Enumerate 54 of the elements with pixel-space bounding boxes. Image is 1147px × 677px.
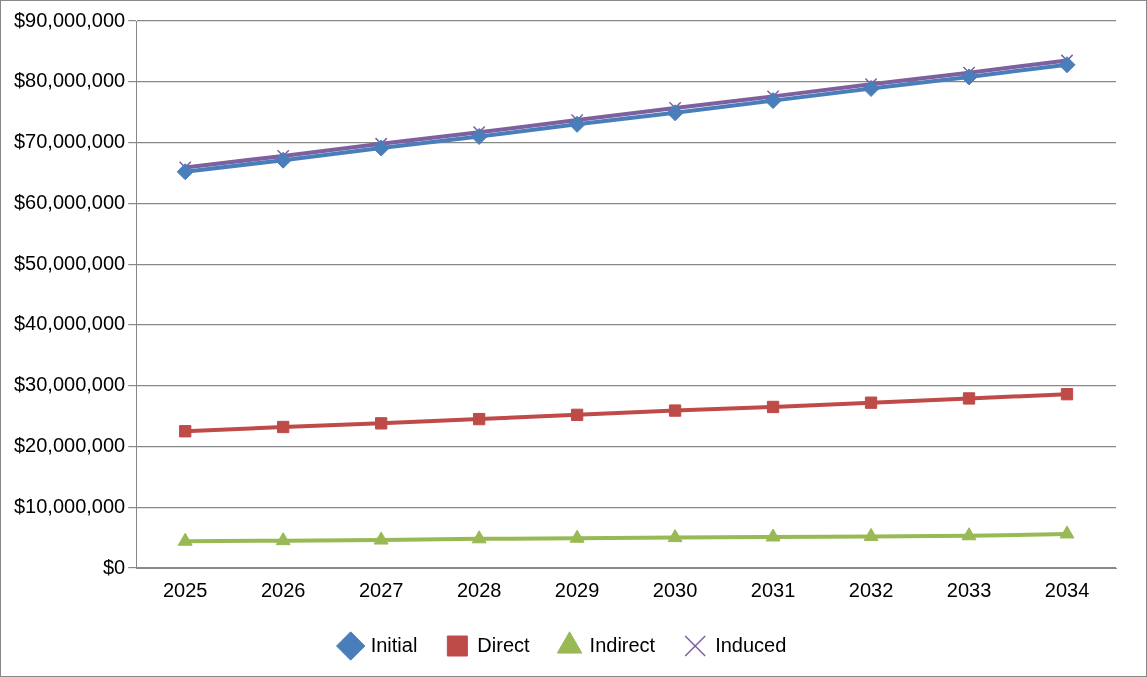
- y-tick-label: $20,000,000: [13, 433, 126, 456]
- point: [471, 530, 487, 544]
- point: [472, 412, 486, 426]
- point: [569, 529, 585, 543]
- point: [570, 408, 584, 421]
- x-tick-label: 2026: [260, 578, 306, 601]
- y-tick-label: $70,000,000: [13, 130, 126, 153]
- point: [179, 425, 192, 438]
- x-tick-label: 2025: [162, 578, 208, 601]
- x-tick-label: 2031: [750, 578, 796, 601]
- point: [1058, 56, 1076, 74]
- y-tick-label: $90,000,000: [13, 8, 126, 31]
- point: [568, 115, 586, 133]
- y-tick-label: $10,000,000: [13, 494, 126, 517]
- point: [1059, 525, 1075, 539]
- point: [274, 151, 292, 169]
- point: [864, 396, 878, 409]
- point: [862, 79, 880, 97]
- point: [176, 163, 194, 181]
- point: [373, 531, 389, 545]
- legend-label: Initial: [370, 633, 418, 656]
- legend-label: Direct: [477, 633, 531, 656]
- point: [668, 404, 682, 417]
- point: [275, 532, 291, 546]
- x-tick-label: 2034: [1044, 578, 1090, 601]
- point: [375, 417, 388, 430]
- point: [962, 392, 976, 405]
- point: [470, 127, 488, 145]
- x-tick-label: 2029: [554, 578, 600, 601]
- point: [764, 92, 782, 110]
- point: [961, 527, 977, 541]
- y-tick-label: $50,000,000: [13, 251, 126, 274]
- x-tick-label: 2030: [652, 578, 698, 601]
- point: [177, 532, 193, 546]
- x-tick-label: 2032: [848, 578, 894, 601]
- point: [765, 528, 781, 542]
- x-tick-label: 2028: [456, 578, 502, 601]
- point: [372, 139, 390, 157]
- point: [960, 68, 978, 86]
- y-tick-label: $80,000,000: [13, 69, 126, 92]
- point: [863, 527, 879, 541]
- y-tick-label: $60,000,000: [13, 190, 126, 213]
- point: [666, 104, 684, 122]
- legend-label: Indirect: [589, 633, 656, 656]
- point: [667, 529, 683, 543]
- legend-label: Induced: [715, 633, 787, 656]
- y-tick-label: $30,000,000: [13, 373, 126, 396]
- point: [1060, 388, 1074, 401]
- y-tick-label: $0: [102, 555, 126, 578]
- y-tick-label: $40,000,000: [13, 312, 126, 335]
- point: [766, 400, 780, 414]
- x-tick-label: 2033: [946, 578, 992, 601]
- x-tick-label: 2027: [358, 578, 404, 601]
- point: [277, 420, 290, 434]
